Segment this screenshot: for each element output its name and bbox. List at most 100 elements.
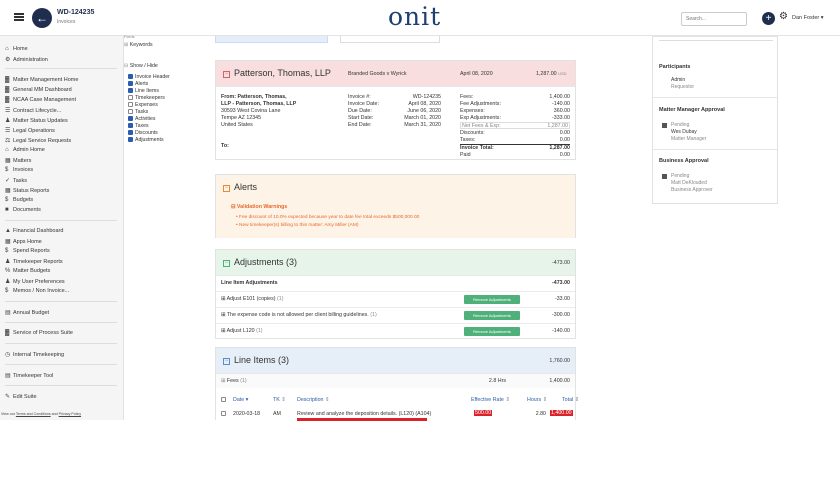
option-alerts[interactable]: Alerts [128,81,148,87]
adjustment-row-label[interactable]: ⊞ Adjust E101 (copies) (1) [221,296,284,302]
meta-value: April 08, 2020 [408,101,441,107]
back-arrow-icon[interactable]: ← [32,8,52,28]
adjustments-total: -473.00 [552,260,570,266]
terms-link[interactable]: Terms and Conditions [15,412,51,416]
line-items-header[interactable]: − Line Items (3) 1,760.00 [216,348,575,374]
sidebar-item-apps-home[interactable]: ▦ Apps Home [5,239,42,245]
hamburger-menu-icon[interactable] [14,13,24,21]
approver-name[interactable]: Wes Dubay [671,129,697,135]
sidebar-item-service-of-process-suite[interactable]: ▓ Service of Process Suite [5,330,73,336]
adjustments-header[interactable]: − Adjustments (3) -473.00 [216,250,575,276]
sidebar-item-administration[interactable]: ⚙ Administration [5,57,48,63]
checkbox[interactable] [128,102,133,108]
option-tasks[interactable]: Tasks [128,109,148,115]
sidebar-item-matter-status-updates[interactable]: ♟ Matter Status Updates [5,118,68,124]
sidebar-item-legal-operations[interactable]: ☰ Legal Operations [5,128,55,134]
total-label: Paid [460,152,471,158]
remove-adjustments-button[interactable]: Remove Adjustments [464,311,520,320]
checkbox[interactable] [128,109,133,115]
sidebar-item-edit-suite[interactable]: ✎ Edit Suite [5,394,37,400]
adjustment-row-label[interactable]: ⊞ Adjust L120 (1) [221,328,263,334]
privacy-link[interactable]: Privacy Policy [58,412,81,416]
address-country: United States [221,122,253,128]
sidebar-item-timekeeper-tool[interactable]: ▤ Timekeeper Tool [5,373,54,379]
sidebar-item-general-mm-dashboard[interactable]: ▓ General MM Dashboard [5,87,72,93]
checkbox[interactable] [128,95,133,101]
checkbox[interactable] [128,74,133,80]
show-hide-toggle[interactable]: ⊟ Show / Hide [124,63,158,69]
total-divider [460,144,570,145]
column-header-description[interactable]: Description ⇕ [297,397,330,403]
sidebar-item-timekeeper-reports[interactable]: ♟ Timekeeper Reports [5,259,63,265]
gear-icon[interactable]: ⚙ [779,11,788,22]
row-checkbox[interactable] [221,411,228,417]
sidebar-item-ncaa-case-management[interactable]: ▓ NCAA Case Management [5,97,76,103]
sidebar-item-documents[interactable]: ■ Documents [5,207,41,213]
toolbar-button-fragment[interactable] [215,36,328,43]
user-menu[interactable]: Dan Foster ▾ [792,15,824,21]
page-subtitle: Invoices [57,19,76,25]
alerts-header[interactable]: − Alerts [216,175,575,201]
sidebar-item-tasks[interactable]: ✓ Tasks [5,178,28,184]
sidebar-item-matters[interactable]: ▦ Matters [5,158,32,164]
option-line-items[interactable]: Line Items [128,88,159,94]
remove-adjustments-button[interactable]: Remove Adjustments [464,327,520,336]
sidebar-item-matter-management-home[interactable]: ▓ Matter Management Home [5,77,79,83]
option-discounts[interactable]: Discounts [128,130,158,136]
sidebar-item-invoices[interactable]: $ Invoices [5,167,34,173]
add-plus-icon[interactable]: + [762,12,775,25]
sidebar-item-contract-lifecycle[interactable]: ☰ Contract Lifecycle... [5,108,62,114]
sidebar-item-home[interactable]: ⌂ Home [5,46,28,52]
sidebar-item-budgets[interactable]: $ Budgets [5,197,34,203]
invoice-firm-name: − Patterson, Thomas, LLP [223,68,331,78]
sidebar-item-internal-timekeeping[interactable]: ◷ Internal Timekeeping [5,352,65,358]
line-items-title: − Line Items (3) [223,355,290,365]
fees-group-label[interactable]: ⊞ Fees (1) [221,378,247,384]
business-approver-name[interactable]: Matt DeKlouded [671,180,707,186]
sidebar-item-memos[interactable]: $ Memos / Non Invoice... [5,288,70,294]
column-header-tk[interactable]: TK ⇕ [273,397,286,403]
column-header-hours[interactable]: Hours ⇕ [527,397,548,403]
checkbox[interactable] [128,123,133,129]
option-timekeepers[interactable]: Timekeepers [128,95,165,101]
column-header-date[interactable]: Date ▾ [233,397,249,403]
collapse-icon[interactable]: − [223,358,230,365]
collapse-icon[interactable]: − [223,260,230,267]
option-expenses[interactable]: Expenses [128,102,158,108]
sidebar-item-legal-service-requests[interactable]: ⚖ Legal Service Requests [5,138,72,144]
adjustment-row-label[interactable]: ⊞ The expense code is not allowed per cl… [221,312,377,318]
search-input[interactable] [681,12,747,26]
keywords-toggle[interactable]: ⊞ Keywords [124,42,153,48]
option-adjustments[interactable]: Adjustments [128,137,164,143]
sidebar-item-matter-budgets[interactable]: % Matter Budgets [5,268,51,274]
checkbox[interactable] [128,81,133,87]
meta-value: June 06, 2020 [407,108,441,114]
remove-adjustments-button[interactable]: Remove Adjustments [464,295,520,304]
option-activities[interactable]: Activities [128,116,155,122]
onit-logo[interactable]: onit [388,2,442,31]
sidebar-item-status-reports[interactable]: ▦ Status Reports [5,188,50,194]
sidebar-item-admin-home[interactable]: ⌂ Admin Home [5,147,45,153]
column-header-effective-rate[interactable]: Effective Rate ⇕ [471,397,510,403]
invoice-header-bar[interactable]: − Patterson, Thomas, LLP Branded Goods v … [216,61,575,87]
checkbox[interactable] [128,130,133,136]
column-header-total[interactable]: Total ⇕ [562,397,580,403]
participant-name[interactable]: Admin [671,77,686,83]
sidebar-item-my-user-preferences[interactable]: ♟ My User Preferences [5,279,65,285]
option-taxes[interactable]: Taxes [128,123,149,129]
percent-icon: % [5,268,11,274]
collapse-icon[interactable]: − [223,185,230,192]
fields-label[interactable]: Fields [124,34,135,39]
sidebar-item-annual-budget[interactable]: ▤ Annual Budget [5,310,50,316]
checkbox[interactable] [128,116,133,122]
option-invoice-header[interactable]: Invoice Header [128,74,170,80]
sidebar-item-financial-dashboard[interactable]: ▲ Financial Dashboard [5,228,64,234]
checkbox[interactable] [128,88,133,94]
adjustment-row-amount: -140.00 [552,328,570,334]
collapse-icon[interactable]: − [223,71,230,78]
validation-warnings-title[interactable]: ⊟ Validation Warnings [231,204,288,210]
select-all-checkbox[interactable] [221,397,228,403]
checkbox[interactable] [128,137,133,143]
line-date: 2020-03-18 [233,411,261,417]
sidebar-item-spend-reports[interactable]: $ Spend Reports [5,248,50,254]
